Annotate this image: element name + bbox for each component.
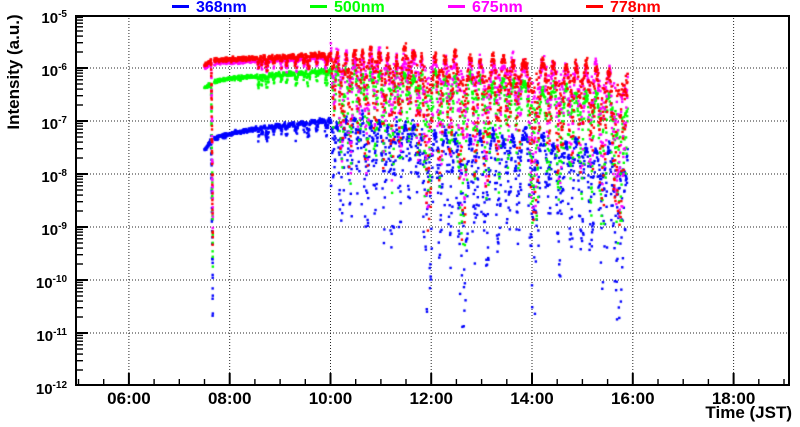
legend-label-778nm: 778nm bbox=[610, 0, 661, 16]
legend-line-500nm bbox=[310, 5, 327, 8]
legend-line-675nm bbox=[448, 5, 465, 8]
y-tick-label: 10-6 bbox=[41, 62, 67, 80]
x-tick-label: 10:00 bbox=[308, 389, 353, 408]
scatter-canvas bbox=[75, 15, 790, 386]
legend-label-500nm: 500nm bbox=[334, 0, 385, 16]
legend-entry-675nm: 675nm bbox=[448, 0, 523, 16]
plot-area bbox=[75, 15, 790, 386]
x-tick-label: 12:00 bbox=[409, 389, 453, 408]
y-tick-label: 10-7 bbox=[41, 115, 67, 133]
x-tick-label: 16:00 bbox=[611, 389, 655, 408]
legend: 368nm 500nm 675nm 778nm bbox=[0, 0, 800, 16]
y-tick-label: 10-9 bbox=[41, 221, 67, 239]
legend-label-368nm: 368nm bbox=[196, 0, 247, 16]
y-tick-label: 10-10 bbox=[35, 274, 67, 292]
legend-entry-500nm: 500nm bbox=[310, 0, 385, 16]
y-tick-label: 10-12 bbox=[35, 380, 67, 398]
legend-entry-778nm: 778nm bbox=[586, 0, 661, 16]
x-tick-label: 06:00 bbox=[107, 389, 151, 408]
legend-line-368nm bbox=[172, 5, 189, 8]
y-tick-label: 10-5 bbox=[41, 9, 67, 27]
legend-entry-368nm: 368nm bbox=[172, 0, 247, 16]
legend-line-778nm bbox=[586, 5, 603, 8]
x-axis-title: Time (JST) bbox=[705, 403, 792, 422]
y-tick-label: 10-8 bbox=[41, 168, 67, 186]
x-tick-label: 08:00 bbox=[207, 389, 252, 408]
x-tick-label: 18:00 bbox=[711, 389, 756, 408]
legend-label-675nm: 675nm bbox=[472, 0, 523, 16]
x-tick-label: 14:00 bbox=[510, 389, 554, 408]
y-tick-label: 10-11 bbox=[36, 327, 67, 345]
